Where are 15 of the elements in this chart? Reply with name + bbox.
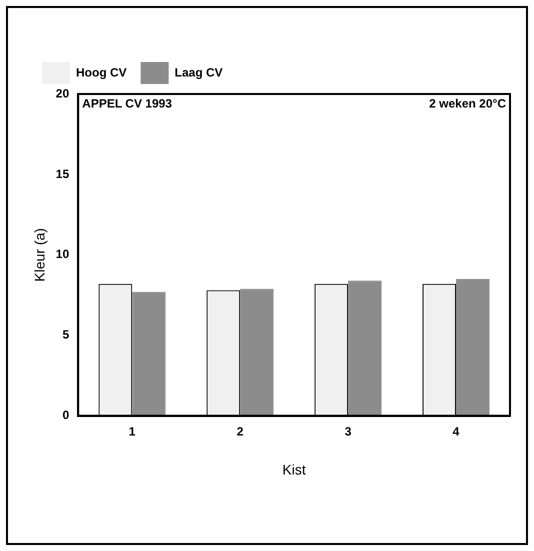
y-tick-label: 15 (56, 166, 70, 181)
legend-label: Laag CV (174, 65, 223, 80)
legend-label: Hoog CV (76, 65, 127, 80)
x-axis-title: Kist (282, 461, 306, 478)
x-tick-label: 2 (236, 424, 244, 438)
y-axis-title: Kleur (a) (31, 228, 48, 282)
x-tick-label: 1 (128, 424, 136, 438)
annotation: 2 weken 20°C (429, 96, 506, 110)
y-tick-label: 5 (62, 328, 70, 342)
y-tick-label: 10 (56, 247, 70, 262)
annotation: APPEL CV 1993 (82, 96, 172, 110)
x-tick-label: 3 (344, 424, 352, 438)
y-tick-label: 20 (56, 86, 70, 100)
y-tick-label: 0 (62, 408, 70, 422)
x-tick-label: 4 (452, 424, 460, 438)
